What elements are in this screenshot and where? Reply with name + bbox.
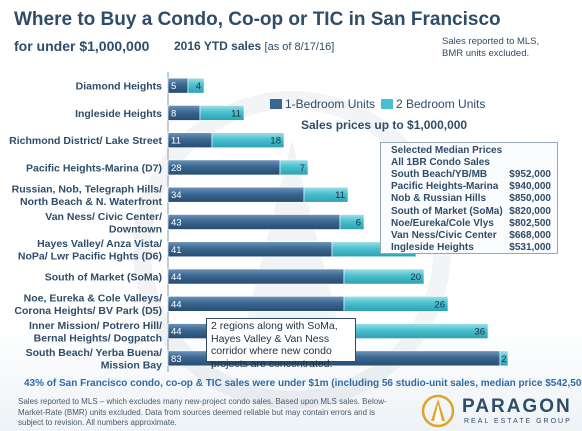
median-row: Noe/Eureka/Cole Vlys $802,500 [381, 218, 557, 230]
bar-2br [199, 105, 245, 121]
data-label-1br: 43 [171, 218, 182, 229]
category-label: Noe, Eureka & Cole Valleys/Corona Height… [14, 293, 162, 318]
median-row-label: Van Ness/Civic Center [391, 230, 497, 242]
legend-swatch-2br [381, 99, 393, 109]
ytd-date: [as of 8/17/16] [264, 41, 335, 53]
bar-2br [343, 323, 489, 339]
median-box-title-1: Selected Median Prices [391, 145, 503, 156]
data-label-1br: 5 [171, 81, 176, 92]
category-label: Hayes Valley/ Anza Vista/NoPa/ Lwr Pacif… [18, 238, 162, 263]
legend-item-2br: 2 Bedroom Units [381, 97, 485, 111]
data-label-2br: 7 [300, 163, 305, 174]
data-label-2br: 18 [270, 136, 281, 147]
bar-2br [499, 350, 509, 367]
data-label-1br: 34 [171, 190, 182, 201]
category-label: Diamond Heights [76, 81, 162, 93]
median-row-value: $850,000 [509, 193, 551, 205]
data-label-2br: 36 [474, 327, 485, 338]
median-row: Van Ness/Civic Center $668,000 [381, 230, 557, 242]
category-label: Inner Mission/ Potrero Hill/Bernal Heigh… [29, 320, 162, 345]
data-label-1br: 44 [171, 299, 182, 310]
data-label-2br: 20 [410, 272, 421, 283]
median-row-value: $668,000 [509, 230, 551, 242]
median-price-box: Selected Median Prices All 1BR Condo Sal… [380, 142, 558, 254]
data-label-2br: 2 [501, 354, 506, 365]
legend-label-2br: 2 Bedroom Units [396, 97, 486, 111]
ytd-label: 2016 YTD sales [as of 8/17/16] [174, 39, 334, 53]
category-label: South Beach/ Yerba Buena/Mission Bay [26, 347, 163, 372]
category-label: Richmond District/ Lake Street [9, 135, 162, 147]
ytd-text: 2016 YTD sales [174, 39, 262, 53]
data-label-2br: 26 [434, 299, 445, 310]
legend-item-1br: 1-Bedroom Units [270, 97, 375, 111]
data-label-1br: 41 [171, 245, 182, 256]
bar-1br [167, 268, 345, 285]
category-label: South of Market (SoMa) [45, 272, 162, 284]
median-box-title-2: All 1BR Condo Sales [391, 157, 490, 168]
median-row: South of Market (SoMa) $820,000 [381, 206, 557, 218]
data-label-2br: 11 [231, 108, 241, 119]
data-label-2br: 6 [356, 218, 361, 229]
data-label-1br: 8 [171, 108, 176, 119]
data-label-1br: 44 [171, 327, 182, 338]
median-row: South Beach/YB/MB $952,000 [381, 169, 557, 181]
bar-1br [167, 186, 305, 203]
page-title: Where to Buy a Condo, Co-op or TIC in Sa… [14, 9, 501, 30]
bar-1br [167, 296, 345, 312]
page-subtitle: for under $1,000,000 [14, 38, 150, 54]
median-row-value: $820,000 [509, 205, 551, 217]
bar-2br [279, 159, 309, 176]
data-label-2br: 11 [335, 190, 345, 201]
stat-line: 43% of San Francisco condo, co-op & TIC … [24, 378, 582, 389]
bar-2br [343, 268, 425, 285]
median-row-value: $802,500 [509, 217, 551, 229]
price-annotation: Sales prices up to $1,000,000 [301, 118, 468, 132]
category-label: Van Ness/ Civic Center/Downtown [45, 211, 162, 236]
logo-tagline: REAL ESTATE GROUP [464, 418, 572, 425]
legend-swatch-1br [270, 99, 282, 109]
median-row-value: $531,000 [509, 242, 551, 254]
data-label-1br: 28 [171, 163, 182, 174]
data-label-2br: 4 [196, 81, 201, 92]
median-row-label: Nob & Russian Hills [391, 193, 487, 205]
median-row: Pacific Heights-Marina $940,000 [381, 181, 557, 193]
bar-2br [339, 214, 365, 230]
paragon-logo-icon [421, 394, 455, 428]
median-row-label: Noe/Eureka/Cole Vlys [391, 217, 494, 229]
footer-note: Sales reported to MLS – which excludes m… [18, 397, 387, 427]
median-row-value: $940,000 [509, 181, 551, 193]
bar-1br [167, 241, 333, 258]
median-row-label: South of Market (SoMa) [391, 205, 503, 217]
logo-brand: PARAGON [462, 396, 572, 417]
median-box-rows: South Beach/YB/MB $952,000 Pacific Heights… [381, 169, 557, 254]
median-row: Ingleside Heights $531,000 [381, 242, 557, 254]
bar-1br [167, 159, 281, 176]
median-row-label: South Beach/YB/MB [391, 169, 488, 180]
region-callout: 2 regions along with SoMa, Hayes Valley … [206, 318, 356, 370]
category-label: Ingleside Heights [75, 108, 162, 120]
bar-2br [211, 132, 285, 148]
bar-1br [167, 214, 341, 230]
median-row-value: $952,000 [509, 169, 551, 180]
mls-note: Sales reported to MLS, BMR units exclude… [442, 36, 540, 59]
category-label: Pacific Heights-Marina (D7) [26, 162, 162, 174]
bar-2br [303, 186, 349, 203]
data-label-1br: 83 [171, 354, 182, 365]
median-row-label: Ingleside Heights [391, 242, 474, 254]
data-label-1br: 44 [171, 272, 182, 283]
data-label-1br: 11 [171, 136, 181, 147]
bar-2br [343, 296, 449, 312]
category-label: Russian, Nob, Telegraph Hills/North Beac… [12, 183, 163, 208]
median-row: Nob & Russian Hills $850,000 [381, 193, 557, 205]
bar-2br [187, 77, 205, 94]
median-row-label: Pacific Heights-Marina [391, 181, 499, 193]
legend-label-1br: 1-Bedroom Units [285, 97, 376, 111]
